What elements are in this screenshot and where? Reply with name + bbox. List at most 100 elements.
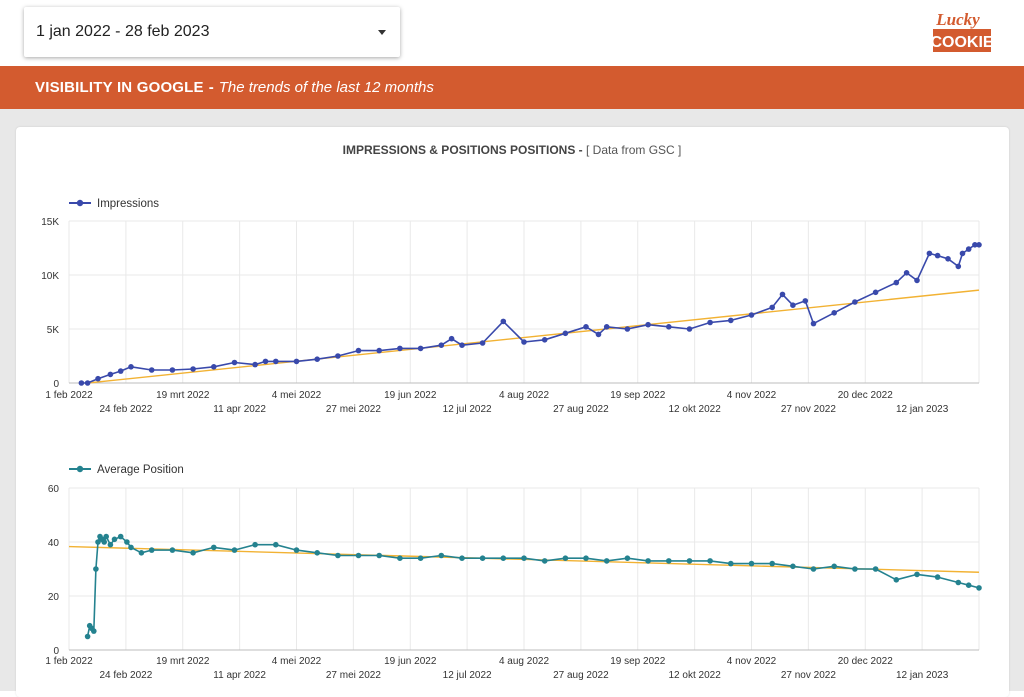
legend-1[interactable]: Average Position (69, 464, 184, 476)
data-point[interactable] (111, 536, 118, 543)
data-point[interactable] (955, 263, 962, 270)
data-point[interactable] (231, 359, 238, 366)
data-point[interactable] (459, 342, 465, 349)
data-point[interactable] (872, 289, 879, 296)
data-point[interactable] (397, 555, 403, 561)
data-point[interactable] (84, 633, 91, 640)
data-point[interactable] (231, 547, 238, 553)
data-point[interactable] (903, 270, 910, 276)
data-point[interactable] (124, 539, 130, 545)
data-point[interactable] (972, 242, 978, 248)
data-point[interactable] (169, 547, 176, 553)
data-point[interactable] (117, 368, 124, 374)
data-point[interactable] (355, 347, 362, 354)
data-point[interactable] (273, 358, 279, 365)
data-point[interactable] (101, 539, 107, 545)
data-point[interactable] (686, 326, 693, 332)
data-point[interactable] (438, 342, 445, 349)
data-point[interactable] (624, 326, 631, 332)
data-point[interactable] (852, 566, 858, 572)
data-point[interactable] (190, 366, 196, 372)
data-point[interactable] (314, 550, 321, 556)
chevron-down-icon[interactable] (378, 29, 386, 35)
data-point[interactable] (252, 541, 258, 548)
data-point[interactable] (790, 302, 796, 309)
data-point[interactable] (314, 356, 321, 363)
data-point[interactable] (914, 571, 920, 578)
data-point[interactable] (128, 544, 134, 551)
data-point[interactable] (148, 367, 155, 373)
data-point[interactable] (831, 563, 837, 570)
data-point[interactable] (78, 380, 85, 386)
data-point[interactable] (252, 361, 258, 368)
data-point[interactable] (335, 552, 341, 559)
data-point[interactable] (728, 560, 734, 567)
data-point[interactable] (448, 335, 455, 342)
data-point[interactable] (84, 380, 91, 386)
data-point[interactable] (107, 541, 114, 548)
data-point[interactable] (355, 552, 362, 559)
data-point[interactable] (293, 547, 300, 553)
data-point[interactable] (893, 279, 900, 286)
data-point[interactable] (169, 367, 176, 373)
data-point[interactable] (934, 252, 941, 259)
data-point[interactable] (459, 555, 465, 561)
data-point[interactable] (645, 558, 651, 564)
data-point[interactable] (562, 330, 569, 337)
data-point[interactable] (603, 324, 610, 330)
data-point[interactable] (335, 353, 341, 359)
data-point[interactable] (914, 277, 920, 284)
data-point[interactable] (107, 371, 114, 378)
data-point[interactable] (479, 555, 486, 561)
data-point[interactable] (95, 539, 101, 545)
data-point[interactable] (148, 547, 155, 553)
data-point[interactable] (926, 250, 933, 257)
data-point[interactable] (603, 558, 610, 564)
data-point[interactable] (624, 555, 631, 561)
data-point[interactable] (500, 555, 507, 561)
data-point[interactable] (417, 555, 424, 561)
data-point[interactable] (583, 324, 589, 330)
data-point[interactable] (666, 558, 672, 564)
data-point[interactable] (810, 566, 817, 572)
data-point[interactable] (479, 340, 486, 346)
data-point[interactable] (376, 347, 383, 354)
data-point[interactable] (117, 533, 124, 540)
data-point[interactable] (802, 298, 809, 304)
data-point[interactable] (595, 331, 602, 338)
data-point[interactable] (976, 242, 982, 248)
data-point[interactable] (211, 364, 217, 370)
data-point[interactable] (769, 304, 775, 311)
data-point[interactable] (959, 250, 966, 257)
data-point[interactable] (810, 320, 817, 327)
legend-0[interactable]: Impressions (69, 198, 159, 210)
data-point[interactable] (103, 533, 109, 540)
data-point[interactable] (541, 558, 548, 564)
data-point[interactable] (748, 312, 755, 318)
data-point[interactable] (91, 628, 97, 634)
data-point[interactable] (211, 544, 217, 551)
data-point[interactable] (934, 574, 941, 580)
data-point[interactable] (583, 555, 589, 561)
data-point[interactable] (645, 321, 651, 328)
data-point[interactable] (779, 291, 786, 298)
data-point[interactable] (748, 560, 755, 567)
data-point[interactable] (955, 579, 962, 586)
data-point[interactable] (293, 358, 300, 365)
data-point[interactable] (728, 317, 734, 324)
data-point[interactable] (707, 319, 713, 326)
data-point[interactable] (93, 566, 99, 572)
data-point[interactable] (831, 310, 837, 316)
data-point[interactable] (95, 375, 101, 382)
data-point[interactable] (438, 552, 445, 559)
data-point[interactable] (666, 324, 672, 330)
data-point[interactable] (128, 364, 134, 370)
data-point[interactable] (707, 558, 713, 564)
data-point[interactable] (965, 582, 972, 588)
data-point[interactable] (976, 585, 982, 591)
data-point[interactable] (965, 246, 972, 252)
data-point[interactable] (872, 566, 879, 572)
data-point[interactable] (769, 560, 775, 567)
data-point[interactable] (138, 550, 145, 556)
data-point[interactable] (417, 345, 424, 352)
